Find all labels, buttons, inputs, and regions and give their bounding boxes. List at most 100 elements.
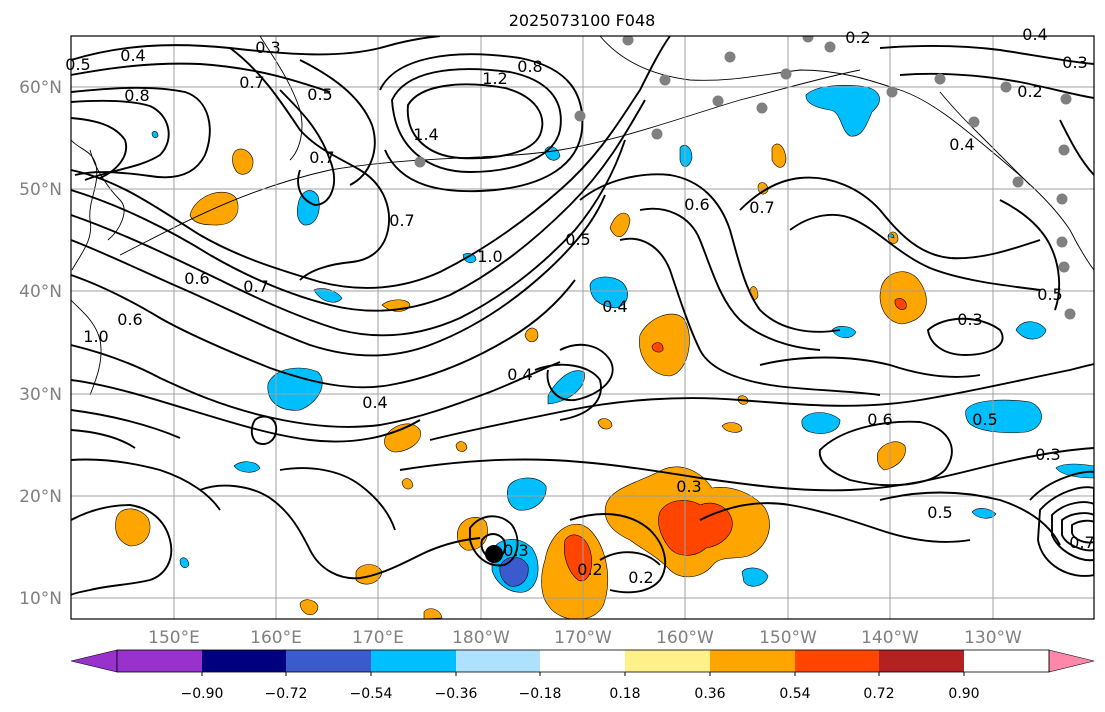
colorbar-extend-low xyxy=(70,649,118,673)
colorbar-tick-label: −0.18 xyxy=(519,686,562,702)
contour-line xyxy=(879,491,1061,546)
colorbar-swatch xyxy=(286,650,371,672)
contour-label: 0.2 xyxy=(1017,82,1042,101)
typhoon-center-marker xyxy=(485,545,503,563)
contour-label: 0.2 xyxy=(628,568,653,587)
station-dot xyxy=(934,73,946,85)
anomaly-patch xyxy=(299,599,319,616)
lat-tick-label: 50°N xyxy=(19,180,62,200)
contour-label: 0.4 xyxy=(507,365,532,384)
anomaly-patch xyxy=(179,557,190,569)
contour-line xyxy=(71,274,576,389)
contour-label: 0.8 xyxy=(517,57,542,76)
coastline-kamchatka xyxy=(89,149,125,241)
contour-line xyxy=(71,504,173,596)
contour-label: 0.8 xyxy=(124,86,149,105)
anomaly-patch xyxy=(771,143,787,168)
anomaly-patch xyxy=(1015,321,1047,340)
anomaly-patch xyxy=(563,534,592,582)
aleutian-chain xyxy=(119,69,861,256)
contour-label: 0.2 xyxy=(845,28,870,47)
contour-line xyxy=(879,45,1094,65)
contour-line xyxy=(71,117,128,179)
colorbar-tick-label: −0.90 xyxy=(181,686,224,702)
lat-tick-label: 10°N xyxy=(19,589,62,609)
contour-line xyxy=(71,344,561,428)
contour-line xyxy=(379,53,584,193)
coastline-japan xyxy=(71,299,102,396)
contour-line xyxy=(619,237,881,396)
anomaly-patch xyxy=(801,412,841,434)
map-content xyxy=(71,36,1094,619)
contour-label: 0.7 xyxy=(309,148,334,167)
contour-label: 0.4 xyxy=(120,46,145,65)
contour-line xyxy=(71,36,441,61)
contour-label: 0.4 xyxy=(949,135,974,154)
colorbar-swatch xyxy=(540,650,625,672)
contour-label: 0.5 xyxy=(1037,285,1062,304)
anomaly-patch xyxy=(971,508,997,519)
station-dot xyxy=(1000,81,1012,93)
lon-tick-label: 140°W xyxy=(861,628,919,648)
contour-label: 0.3 xyxy=(1035,445,1060,464)
shaded-anomalies xyxy=(115,84,1094,619)
contour-line xyxy=(71,99,170,181)
anomaly-patch xyxy=(115,508,151,547)
anomaly-patch xyxy=(879,271,927,325)
contour-line xyxy=(534,363,602,421)
contour-line xyxy=(579,173,841,333)
station-dot xyxy=(968,116,980,128)
colorbar-tick-label: −0.54 xyxy=(350,686,393,702)
colorbar-tick-label: 0.18 xyxy=(609,686,640,702)
latitude-labels: 60°N 50°N 40°N 30°N 20°N 10°N xyxy=(19,78,62,609)
contour-line xyxy=(818,420,953,487)
colorbar-tick-labels: −0.90 −0.72 −0.54 −0.36 −0.18 0.18 0.36 0.54 0.7… xyxy=(181,672,980,702)
station-dot xyxy=(780,68,792,80)
contour-line xyxy=(250,415,278,445)
contour-line xyxy=(546,343,614,401)
contour-label: 0.3 xyxy=(503,541,528,560)
contour-label: 0.6 xyxy=(684,195,709,214)
contour-line xyxy=(429,363,1094,441)
anomaly-patch xyxy=(232,148,254,175)
anomaly-patch xyxy=(507,477,547,511)
contour-line xyxy=(406,83,544,160)
anomaly-patch xyxy=(296,190,320,226)
colorbar-outline xyxy=(116,649,1050,673)
station-dot xyxy=(574,110,586,122)
lon-tick-label: 130°W xyxy=(964,628,1022,648)
station-dot xyxy=(651,128,663,140)
contour-labels: 0.3 0.4 0.5 0.7 0.8 0.7 0.5 0.8 1.2 1.4 0.2 0.7 0.6 0… xyxy=(65,25,1094,587)
contour-line xyxy=(71,458,221,511)
anomaly-patch xyxy=(384,423,421,453)
map-title: 2025073100 F048 xyxy=(509,11,656,30)
station-dot xyxy=(886,86,898,98)
station-dot xyxy=(756,102,768,114)
contour-line xyxy=(391,68,562,173)
contour-label: 0.5 xyxy=(927,503,952,522)
gridlines xyxy=(71,36,1094,619)
contour-line xyxy=(199,484,481,580)
contour-label: 1.4 xyxy=(413,125,438,144)
lon-tick-label: 180°W xyxy=(452,628,510,648)
anomaly-patch xyxy=(721,422,743,433)
lat-tick-label: 40°N xyxy=(19,282,62,302)
anomaly-patch xyxy=(401,478,414,490)
lon-tick-label: 160°W xyxy=(656,628,714,648)
station-dot xyxy=(1056,193,1068,205)
contour-line xyxy=(759,356,981,378)
contour-label: 0.2 xyxy=(577,560,602,579)
colorbar-swatch xyxy=(456,650,540,672)
contour-label: 0.3 xyxy=(255,38,280,57)
anomaly-patch xyxy=(805,84,880,137)
contour-line xyxy=(71,99,646,312)
contour-label: 1.0 xyxy=(83,327,108,346)
anomaly-patch xyxy=(757,182,769,195)
colorbar-swatch xyxy=(371,650,456,672)
lon-tick-label: 150°E xyxy=(148,628,200,648)
contour-label: 0.7 xyxy=(239,73,264,92)
anomaly-patch xyxy=(965,399,1042,434)
anomaly-patch xyxy=(876,441,906,471)
contour-label: 0.4 xyxy=(602,297,627,316)
colorbar-swatch xyxy=(795,650,879,672)
